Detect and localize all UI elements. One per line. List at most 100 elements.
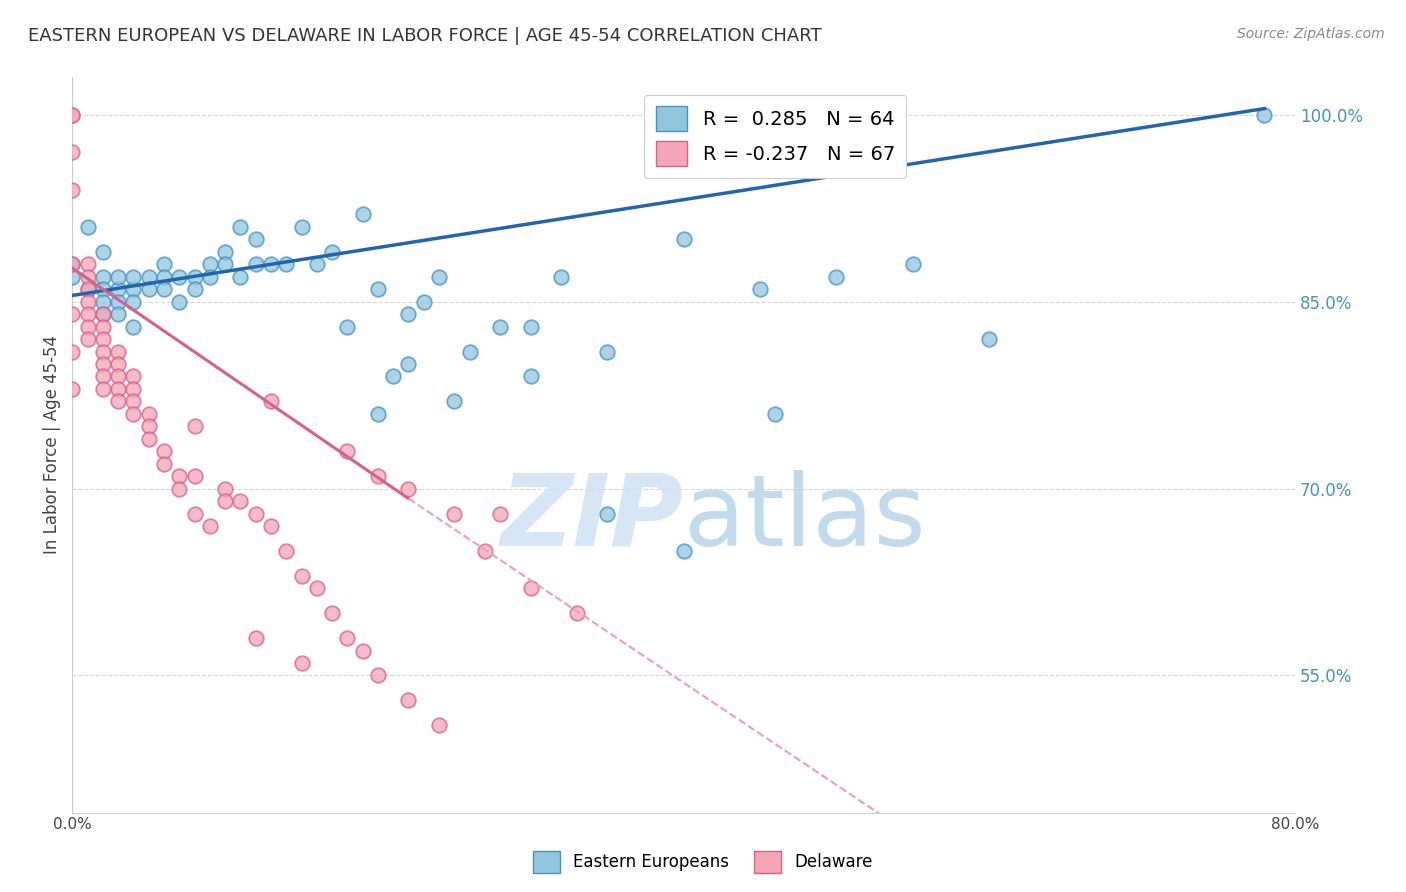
Point [305,581,328,595]
Point [382,369,405,384]
Point [672,232,695,246]
Point [60,382,83,396]
Point [107,282,129,296]
Point [153,269,176,284]
Point [138,407,160,421]
Point [91,282,114,296]
Point [91,369,114,384]
Point [107,369,129,384]
Point [167,469,190,483]
Point [1253,108,1275,122]
Point [60,145,83,160]
Point [122,407,145,421]
Point [427,718,450,732]
Point [290,219,312,234]
Point [167,294,190,309]
Point [260,519,283,533]
Point [107,382,129,396]
Point [107,294,129,309]
Point [214,257,236,271]
Text: Source: ZipAtlas.com: Source: ZipAtlas.com [1237,27,1385,41]
Point [183,469,205,483]
Point [474,544,496,558]
Point [367,668,389,682]
Point [198,269,221,284]
Point [153,282,176,296]
Point [398,693,420,707]
Point [367,469,389,483]
Point [352,643,374,657]
Point [443,507,465,521]
Point [458,344,481,359]
Text: EASTERN EUROPEAN VS DELAWARE IN LABOR FORCE | AGE 45-54 CORRELATION CHART: EASTERN EUROPEAN VS DELAWARE IN LABOR FO… [28,27,821,45]
Point [60,183,83,197]
Point [336,319,359,334]
Point [398,307,420,321]
Point [76,282,98,296]
Point [489,507,512,521]
Y-axis label: In Labor Force | Age 45-54: In Labor Force | Age 45-54 [44,335,60,555]
Point [352,207,374,221]
Point [398,357,420,371]
Point [138,419,160,434]
Point [336,631,359,645]
Point [138,432,160,446]
Point [91,307,114,321]
Point [305,257,328,271]
Point [596,344,619,359]
Point [245,257,267,271]
Point [91,294,114,309]
Point [321,244,343,259]
Point [122,319,145,334]
Point [825,269,848,284]
Point [245,507,267,521]
Point [60,344,83,359]
Point [672,544,695,558]
Point [122,282,145,296]
Point [60,257,83,271]
Point [443,394,465,409]
Point [153,257,176,271]
Point [229,219,252,234]
Point [76,332,98,346]
Text: atlas: atlas [683,470,925,567]
Point [138,282,160,296]
Point [198,519,221,533]
Point [122,382,145,396]
Point [276,257,298,271]
Point [229,494,252,508]
Point [260,257,283,271]
Point [749,282,772,296]
Point [153,444,176,458]
Point [107,394,129,409]
Point [107,344,129,359]
Point [91,244,114,259]
Point [91,269,114,284]
Point [76,219,98,234]
Point [427,269,450,284]
Point [60,307,83,321]
Point [550,269,572,284]
Point [60,108,83,122]
Point [153,457,176,471]
Point [91,344,114,359]
Point [198,257,221,271]
Point [290,656,312,670]
Text: ZIP: ZIP [501,470,683,567]
Point [520,369,543,384]
Point [167,269,190,284]
Point [183,282,205,296]
Point [229,269,252,284]
Point [76,294,98,309]
Legend: R =  0.285   N = 64, R = -0.237   N = 67: R = 0.285 N = 64, R = -0.237 N = 67 [644,95,907,178]
Point [138,269,160,284]
Point [901,257,924,271]
Point [214,244,236,259]
Legend: Eastern Europeans, Delaware: Eastern Europeans, Delaware [527,845,879,880]
Point [76,307,98,321]
Point [183,419,205,434]
Point [367,282,389,296]
Point [520,581,543,595]
Point [336,444,359,458]
Point [398,482,420,496]
